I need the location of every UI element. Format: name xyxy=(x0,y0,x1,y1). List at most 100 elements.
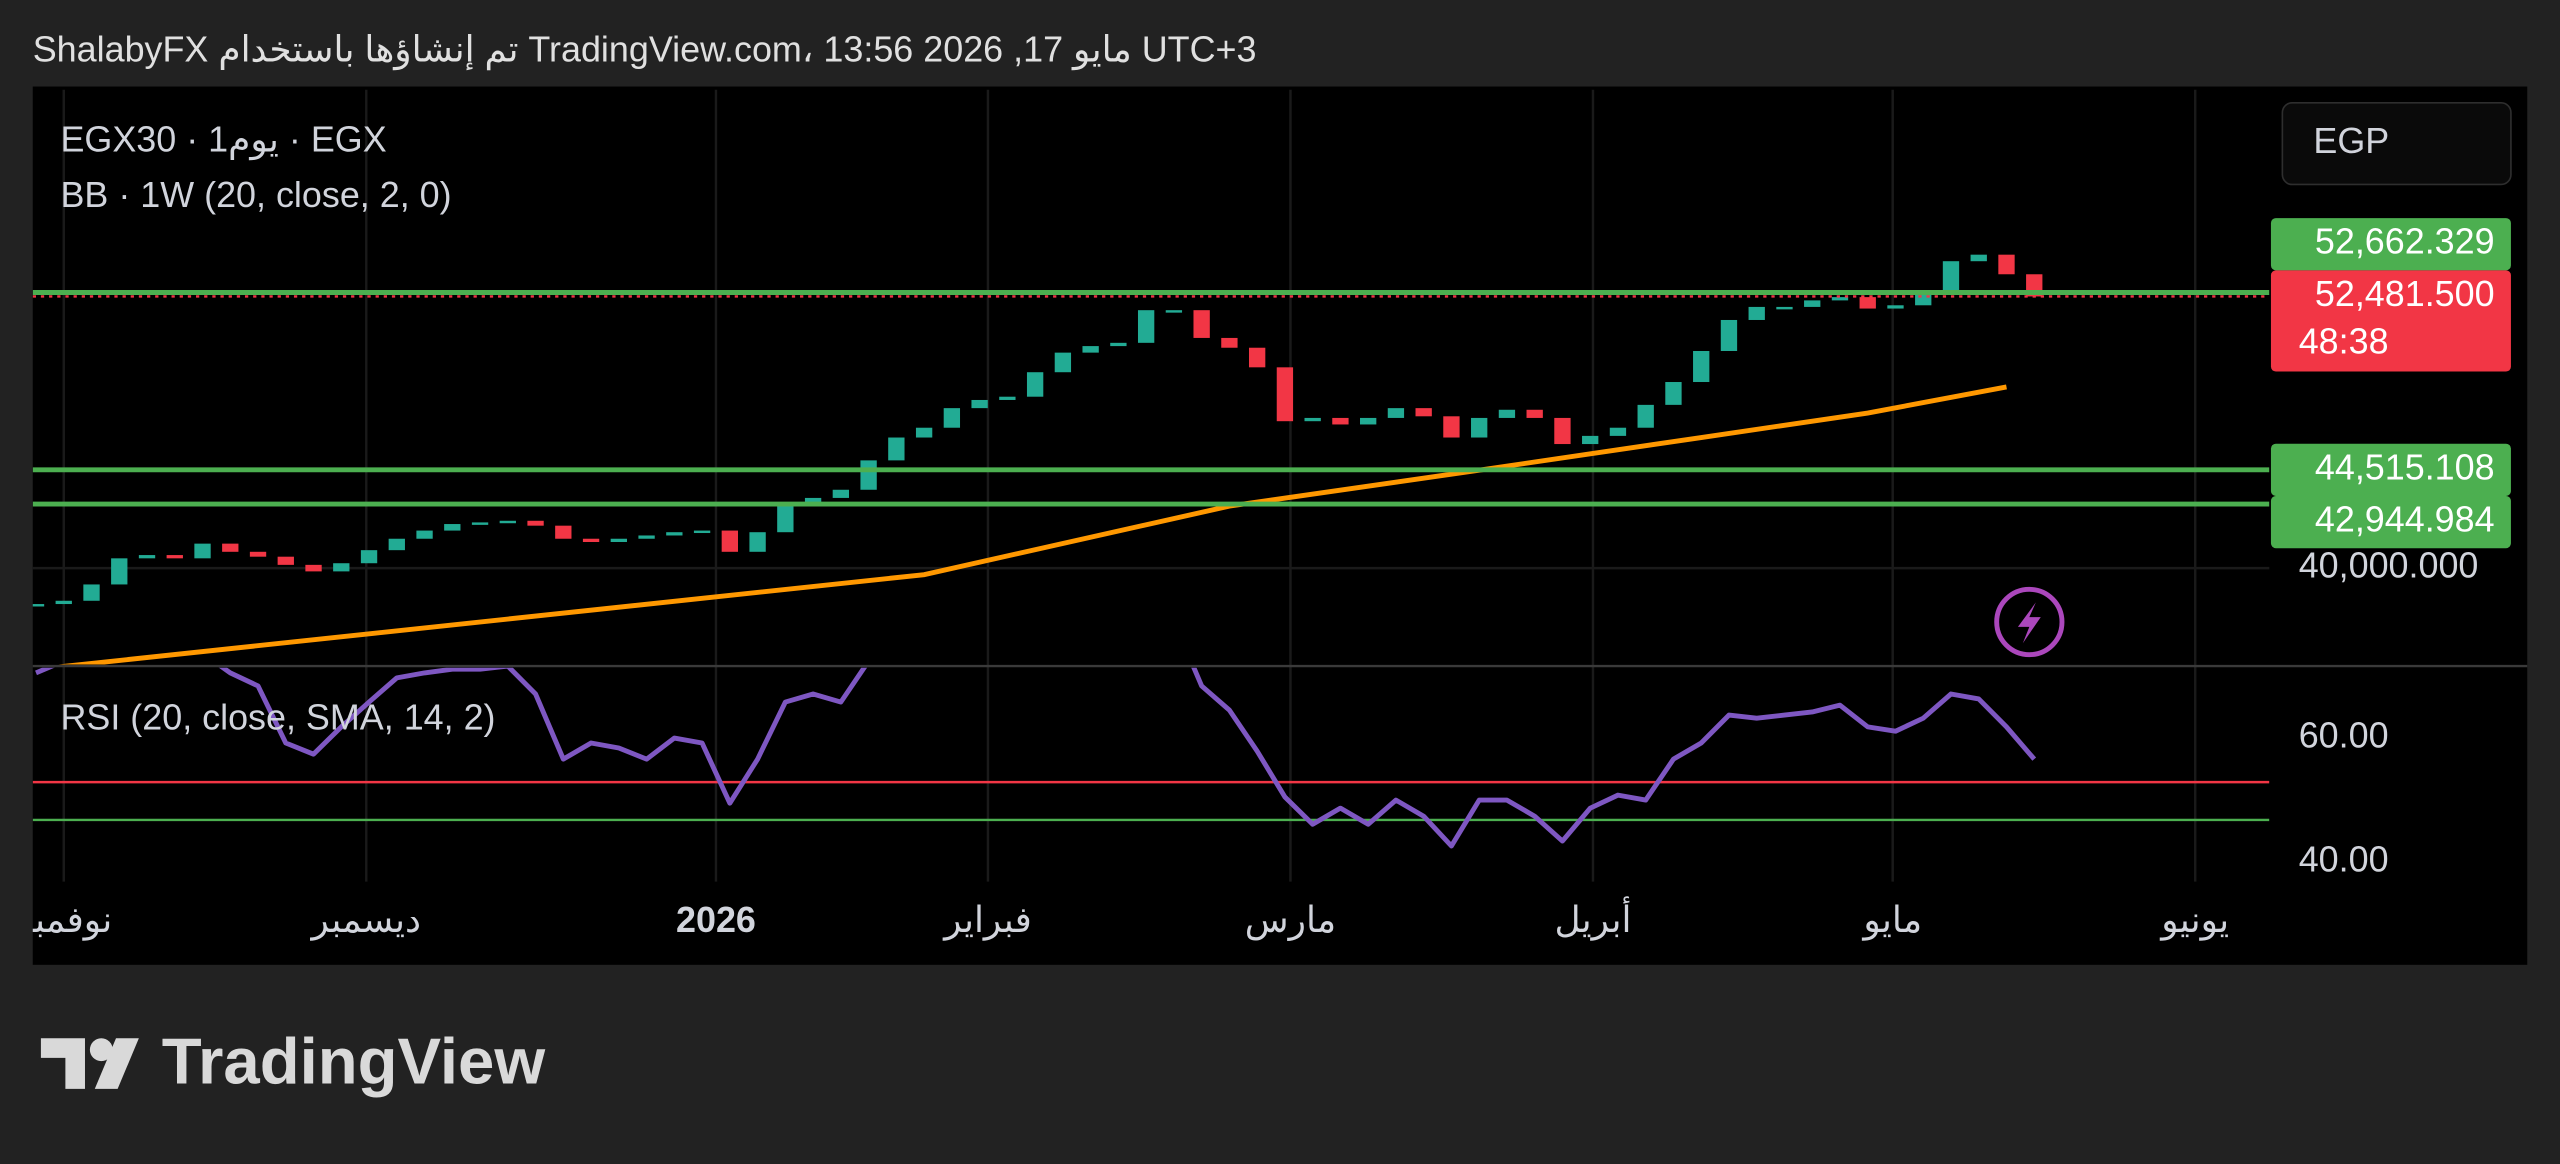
candle xyxy=(1137,310,1155,343)
candle xyxy=(1387,408,1405,418)
candle xyxy=(915,427,933,438)
candle xyxy=(1554,417,1571,445)
candle xyxy=(499,520,516,524)
candle xyxy=(999,396,1016,400)
candle xyxy=(971,399,988,409)
candle xyxy=(1998,254,2015,275)
candle xyxy=(333,563,350,572)
candle xyxy=(1748,306,1765,320)
rsi-pane xyxy=(32,667,2270,849)
candle xyxy=(749,532,766,552)
candle xyxy=(1026,372,1044,397)
y-tick-label: 40,000.000 xyxy=(2299,545,2479,586)
countdown: 48:38 xyxy=(2299,320,2389,361)
price-label: 42,944.984 xyxy=(2315,499,2495,540)
candle xyxy=(111,558,128,585)
candle xyxy=(721,530,739,552)
rsi-legend: RSI (20, close, SMA, 14, 2) xyxy=(60,696,495,737)
candle xyxy=(1165,310,1183,313)
candle xyxy=(638,535,655,539)
candle xyxy=(1804,300,1821,307)
candle xyxy=(1526,409,1543,418)
x-tick-label: ديسمبر xyxy=(310,899,421,941)
candle xyxy=(416,530,433,539)
x-tick-label: مارس xyxy=(1245,899,1336,941)
x-tick-label: يونيو xyxy=(2159,899,2229,941)
candle xyxy=(527,520,544,526)
candle xyxy=(555,525,572,539)
alert-circle[interactable] xyxy=(1994,586,2065,658)
candle xyxy=(1859,297,1876,309)
candle xyxy=(888,437,905,461)
currency[interactable]: EGP xyxy=(2313,120,2389,161)
candle xyxy=(860,460,877,490)
grid xyxy=(32,89,2270,882)
candle xyxy=(1360,417,1377,425)
candle xyxy=(277,556,294,565)
candle xyxy=(138,555,156,559)
price-label-box xyxy=(2270,495,2511,549)
candle xyxy=(1415,408,1432,417)
candle xyxy=(305,564,322,572)
candle xyxy=(666,532,683,536)
candle xyxy=(166,555,183,559)
alert-icon[interactable] xyxy=(1994,586,2065,658)
price-pane xyxy=(32,254,2270,665)
candle xyxy=(1498,409,1516,418)
price-label: 52,662.329 xyxy=(2315,221,2495,262)
alert-bolt[interactable] xyxy=(2017,602,2041,644)
candle xyxy=(1082,346,1099,353)
last-price-box xyxy=(2270,270,2511,372)
x-tick-label: 2026 xyxy=(676,899,756,940)
candle xyxy=(1720,319,1738,351)
candle xyxy=(1193,310,1210,338)
candle xyxy=(194,543,211,559)
candle xyxy=(1609,427,1627,436)
candle xyxy=(1471,417,1488,438)
indicator-legend: BB · 1W (20, close, 2, 0) xyxy=(60,174,451,215)
candle xyxy=(1276,367,1294,422)
symbol-legend: EGX30 · 1يوم · EGX xyxy=(60,119,386,161)
x-tick-label: أبريل xyxy=(1554,896,1631,941)
logo-mark xyxy=(40,1038,139,1089)
candle xyxy=(1637,404,1654,428)
candle xyxy=(249,551,267,557)
logo-shape xyxy=(40,1038,85,1089)
candle xyxy=(222,543,239,552)
header: ShalabyFX تم إنشاؤها باستخدام TradingVie… xyxy=(33,29,1257,71)
candle xyxy=(582,538,600,543)
candle xyxy=(693,530,711,534)
price-label-box xyxy=(2270,218,2511,271)
candle xyxy=(1942,261,1960,294)
candle xyxy=(55,600,72,605)
y-tick-label: 60.00 xyxy=(2299,715,2389,756)
candle xyxy=(610,538,627,543)
candle xyxy=(1443,416,1460,438)
candle xyxy=(1221,337,1238,348)
candle xyxy=(943,408,961,428)
logo-shape xyxy=(94,1038,139,1089)
logo-shape xyxy=(89,1038,113,1062)
currency-button[interactable] xyxy=(2281,102,2512,186)
x-tick-label: نوفمبر xyxy=(13,899,112,941)
candle xyxy=(1693,350,1710,383)
candle xyxy=(471,522,489,525)
candle xyxy=(1776,306,1793,310)
last-price-label: 52,481.500 xyxy=(2315,273,2495,314)
rsi-line xyxy=(35,667,2037,849)
candle xyxy=(1248,347,1266,368)
candle xyxy=(832,489,850,498)
candle xyxy=(1110,342,1127,347)
candle xyxy=(1665,382,1682,405)
chart-panel xyxy=(32,86,2528,965)
price-label-box xyxy=(2270,443,2511,496)
candle xyxy=(777,506,794,533)
logo-text: TradingView xyxy=(162,1024,546,1097)
candle xyxy=(1054,352,1072,373)
candle xyxy=(1831,297,1849,301)
candle xyxy=(1887,305,1904,309)
price-axis: 40,000.000 60.00 40.00 52,662.329 44,515.108… xyxy=(2270,218,2511,880)
price-label: 44,515.108 xyxy=(2315,446,2495,487)
